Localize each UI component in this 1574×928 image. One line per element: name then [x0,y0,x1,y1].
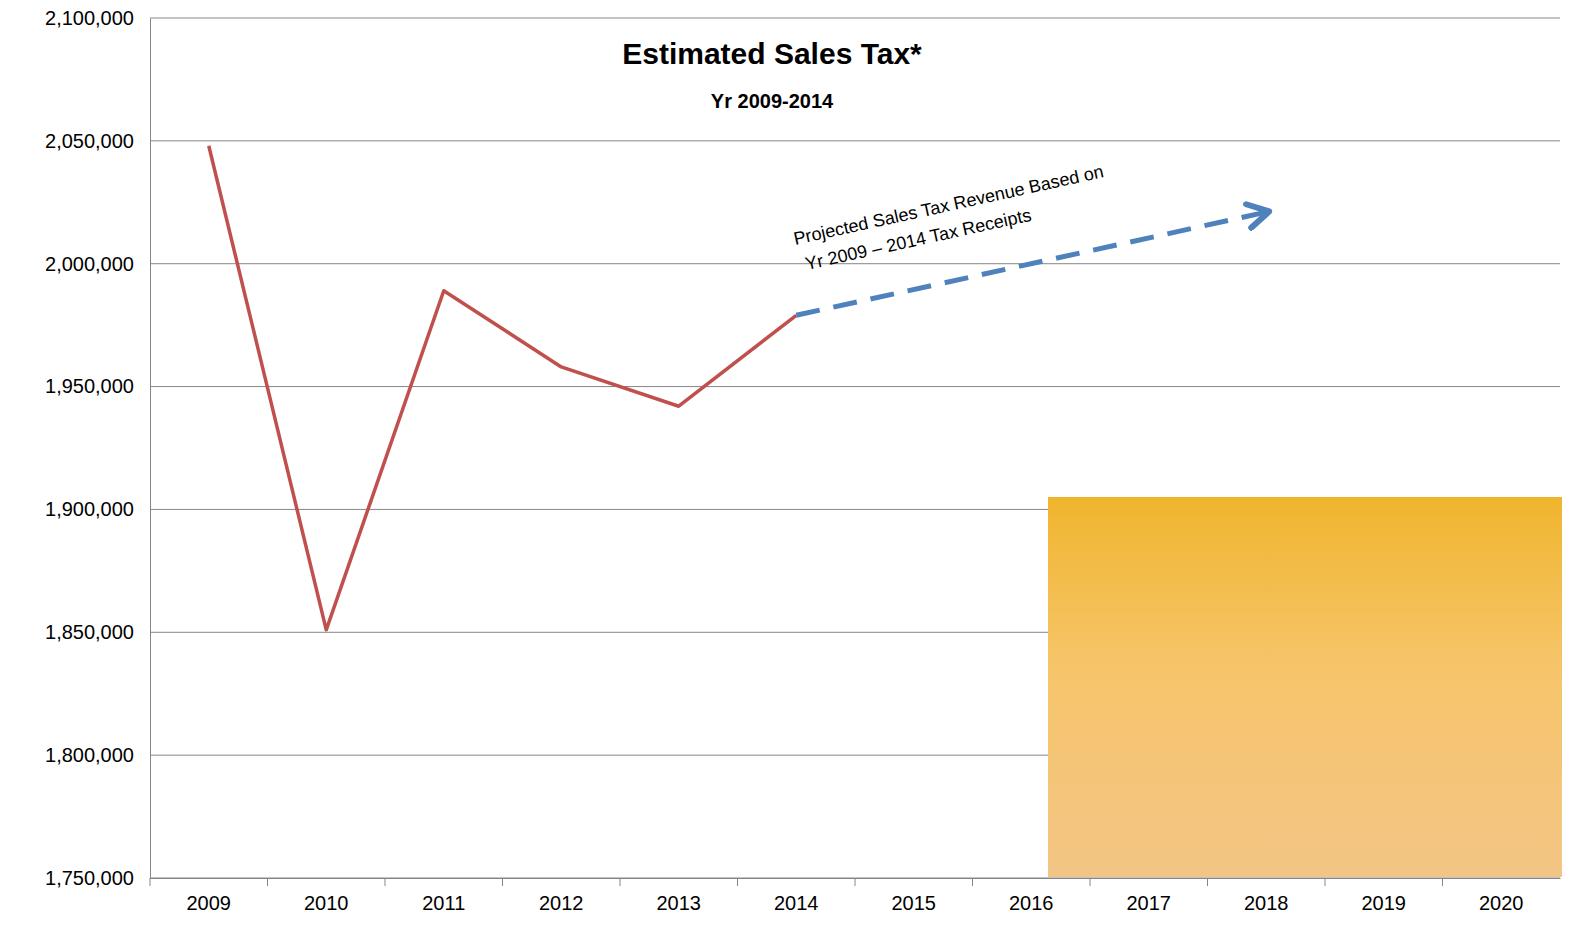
x-tick-label: 2013 [657,892,702,914]
x-tick: 2009 [150,878,231,914]
plot-area [209,146,1267,630]
y-tick-label: 1,850,000 [45,621,134,643]
x-tick-mark [1090,878,1091,886]
y-tick-label: 2,050,000 [45,130,134,152]
x-tick: 2019 [1325,878,1406,914]
x-tick-label: 2019 [1362,892,1407,914]
y-tick: 1,950,000 [45,375,150,397]
y-tick-label: 2,000,000 [45,253,134,275]
x-tick-mark [1442,878,1443,886]
y-tick: 2,100,000 [45,7,150,29]
x-tick: 2017 [1090,878,1171,914]
x-tick-mark [1325,878,1326,886]
x-axis: 2009 2010 2011 2012 2013 2014 2015 2016 2017 2018… [150,878,1561,914]
y-axis: 1,750,000 1,800,000 1,850,000 1,900,000 1,95… [45,7,150,889]
x-tick: 2011 [385,878,465,914]
x-tick-mark [855,878,856,886]
y-tick: 1,750,000 [45,867,150,889]
x-tick: 2014 [738,878,819,914]
title: Estimated Sales Tax* [622,37,922,70]
x-tick-label: 2012 [539,892,584,914]
grid-line [150,18,1560,19]
y-axis-line [150,19,151,879]
inset-image [1048,497,1562,877]
x-tick-label: 2018 [1244,892,1289,914]
x-tick-label: 2014 [774,892,819,914]
x-tick: 2016 [973,878,1054,914]
x-tick-label: 2011 [422,892,465,914]
x-tick-mark [267,878,268,886]
x-tick: 2018 [1208,878,1289,914]
x-tick-mark [972,878,973,886]
x-tick-mark [1207,878,1208,886]
y-tick-label: 1,750,000 [45,867,134,889]
subtitle: Yr 2009-2014 [711,90,834,112]
y-tick-label: 2,100,000 [45,7,134,29]
series-line [209,146,797,630]
x-tick-mark [502,878,503,886]
y-tick: 1,800,000 [45,744,150,766]
grid-line [150,140,1560,141]
x-tick: 2020 [1443,878,1524,914]
x-tick-mark [620,878,621,886]
x-tick-label: 2010 [304,892,349,914]
y-tick: 2,050,000 [45,130,150,152]
x-tick: 2013 [620,878,701,914]
chart: 1,750,000 1,800,000 1,850,000 1,900,000 1,95… [0,0,1574,928]
y-tick: 1,850,000 [45,621,150,643]
annotation-text: Yr 2009 – 2014 Tax Receipts [803,205,1033,274]
annotation: Projected Sales Tax Revenue Based onYr 2… [792,161,1112,275]
grid-line [150,386,1560,387]
x-tick-label: 2009 [187,892,232,914]
x-tick-label: 2016 [1009,892,1054,914]
y-tick: 2,000,000 [45,253,150,275]
x-tick-label: 2015 [892,892,937,914]
x-tick: 2015 [855,878,936,914]
y-tick: 1,900,000 [45,498,150,520]
x-tick: 2012 [503,878,584,914]
x-tick-mark [150,878,151,886]
y-tick-label: 1,900,000 [45,498,134,520]
x-tick-label: 2020 [1479,892,1524,914]
y-tick-label: 1,950,000 [45,375,134,397]
x-tick-mark [385,878,386,886]
y-tick-label: 1,800,000 [45,744,134,766]
x-tick: 2010 [268,878,349,914]
x-tick-label: 2017 [1127,892,1172,914]
x-tick-mark [737,878,738,886]
